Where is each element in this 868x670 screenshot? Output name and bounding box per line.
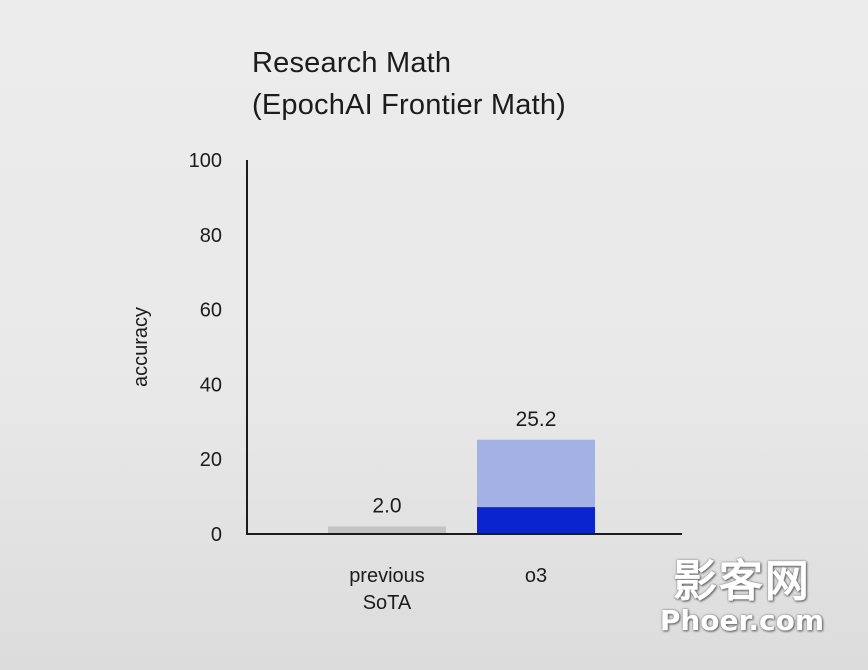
bar-segment	[477, 439, 595, 508]
y-tick-label: 0	[211, 524, 222, 546]
bar-value-label: 2.0	[372, 495, 401, 518]
y-tick-label: 20	[200, 449, 222, 471]
y-tick-label: 60	[200, 300, 222, 322]
y-tick-label: 80	[200, 225, 222, 247]
x-axis: previous SoTA o3	[246, 533, 682, 614]
watermark-line-cn: 影客网	[672, 556, 811, 607]
chart-subtitle-line: (EpochAI Frontier Math)	[252, 89, 567, 121]
x-category-label: SoTA	[363, 592, 412, 614]
y-axis-label: accuracy	[130, 307, 152, 387]
watermark-line-en: Phoer.com	[659, 604, 824, 637]
y-tick-label: 40	[200, 374, 222, 396]
chart-title-line: Research Math	[252, 47, 452, 79]
bar-value-label: 25.2	[516, 408, 557, 431]
bars: 2.0 25.2	[328, 408, 595, 534]
bar-segment	[477, 507, 595, 534]
x-category-label: o3	[525, 565, 547, 587]
chart-title: Research Math (EpochAI Frontier Math)	[252, 42, 566, 126]
x-category-label: previous	[349, 565, 425, 587]
y-axis: 0 20 40 60 80 100 accuracy	[130, 150, 248, 546]
y-tick-label: 100	[189, 150, 222, 172]
bar-segment	[328, 526, 446, 534]
watermark-logo: 影客网 Phoer.com	[660, 558, 824, 636]
